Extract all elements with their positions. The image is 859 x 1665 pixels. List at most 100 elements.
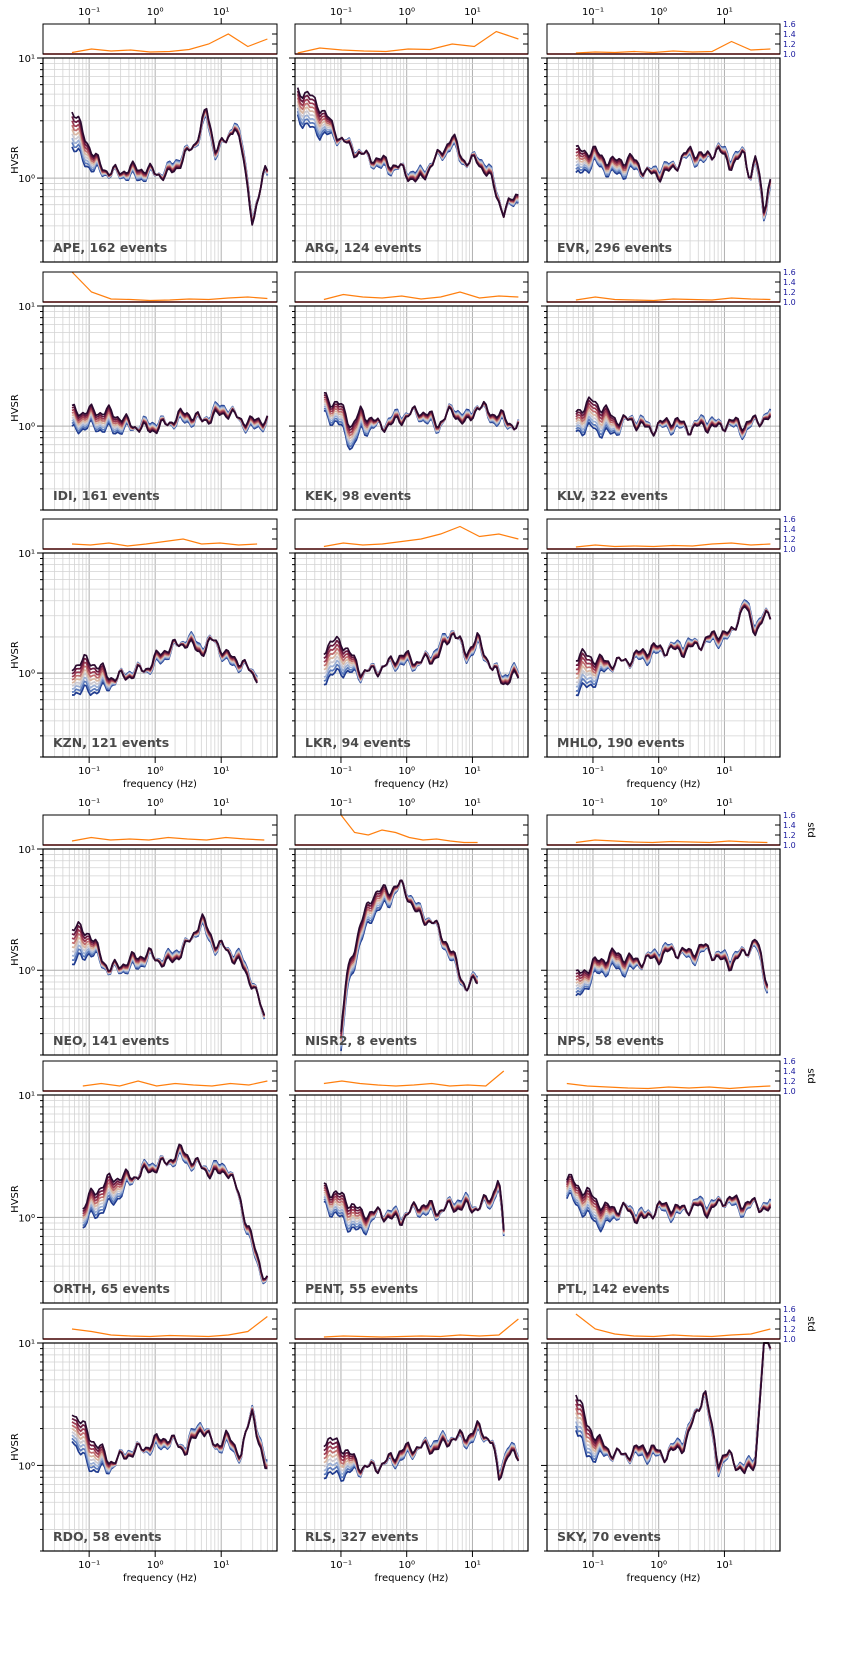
x-tick-label: 10¹ <box>464 1560 481 1571</box>
panel-nps: 1.61.41.21.0 std NPS, 58 events 10⁻¹ 10⁰ 10¹ <box>541 798 816 1056</box>
station-label: KZN, 121 events <box>53 735 169 750</box>
y-tick-label: 10¹ <box>18 54 35 65</box>
std-frame <box>42 271 278 303</box>
hvsr-curve <box>575 145 772 216</box>
main-frame <box>294 1342 529 1552</box>
x-tick-label: 10⁰ <box>147 766 164 777</box>
hvsr-curve <box>82 1143 269 1280</box>
x-tick-label: 10⁰ <box>147 1560 164 1571</box>
std-subplot <box>42 518 278 550</box>
std-line <box>71 538 258 547</box>
y-tick-label: 10⁰ <box>18 174 35 185</box>
hvsr-curve <box>575 605 772 670</box>
y-axis-label: HVSR <box>10 938 21 966</box>
std-line <box>575 40 771 54</box>
x-tick-label: 10¹ <box>464 766 481 777</box>
std-line <box>566 1082 771 1090</box>
std-line <box>575 839 768 844</box>
main-frame <box>42 1342 278 1552</box>
station-label: KEK, 98 events <box>305 488 411 503</box>
main-frame <box>546 57 781 263</box>
std-subplot <box>294 1060 529 1092</box>
std-tick-label: 1.2 <box>783 1325 796 1334</box>
station-label: APE, 162 events <box>53 240 167 255</box>
x-axis-label: frequency (Hz) <box>123 1573 197 1584</box>
std-line <box>575 296 771 302</box>
station-label: NEO, 141 events <box>53 1033 169 1048</box>
main-frame <box>294 848 529 1056</box>
x-axis-label: frequency (Hz) <box>123 779 197 790</box>
x-tick-label: 10¹ <box>716 766 733 777</box>
x-tick-label: 10⁻¹ <box>582 1560 604 1571</box>
std-frame <box>546 1060 781 1092</box>
x-tick-label: 10⁻¹ <box>582 766 604 777</box>
std-line <box>82 1080 268 1087</box>
x-axis-label: frequency (Hz) <box>375 1573 449 1584</box>
x-tick-label: 10⁰ <box>398 1560 415 1571</box>
station-label: MHLO, 190 events <box>557 735 685 750</box>
std-tick-label: 1.0 <box>783 841 796 850</box>
main-frame <box>546 305 781 511</box>
x-tick-label: 10¹ <box>464 798 481 809</box>
x-tick-label: 10⁻¹ <box>78 798 100 809</box>
main-frame <box>294 57 529 263</box>
main-frame <box>546 1342 781 1552</box>
station-label: ORTH, 65 events <box>53 1281 170 1296</box>
hvsr-curve <box>575 145 772 215</box>
std-tick-label: 1.6 <box>783 1057 796 1066</box>
std-subplot <box>294 23 529 55</box>
hvsr-curve <box>71 913 266 1016</box>
station-label: NPS, 58 events <box>557 1033 664 1048</box>
hvsr-curve <box>323 1179 505 1230</box>
x-tick-label: 10⁰ <box>147 7 164 18</box>
std-tick-label: 1.0 <box>783 298 796 307</box>
std-frame <box>546 23 781 55</box>
station-label: IDI, 161 events <box>53 488 160 503</box>
std-tick-label: 1.0 <box>783 1335 796 1344</box>
x-tick-label: 10¹ <box>213 798 230 809</box>
std-frame <box>546 518 781 550</box>
std-frame <box>42 1060 278 1092</box>
y-tick-label: 10⁰ <box>18 1213 35 1224</box>
panel-rls: RLS, 327 events 10⁻¹ 10⁰ 10¹ frequency (Hz) <box>289 1308 529 1584</box>
std-tick-label: 1.6 <box>783 268 796 277</box>
x-tick-label: 10¹ <box>213 7 230 18</box>
x-tick-label: 10⁻¹ <box>330 766 352 777</box>
std-subplot: 1.61.41.21.0 <box>546 515 796 554</box>
station-label: EVR, 296 events <box>557 240 672 255</box>
std-frame <box>294 1060 529 1092</box>
panel-ptl: 1.61.41.21.0 std PTL, 142 events <box>541 1057 816 1304</box>
std-tick-label: 1.2 <box>783 831 796 840</box>
main-frame <box>42 57 278 263</box>
std-tick-label: 1.6 <box>783 811 796 820</box>
y-axis-label: HVSR <box>10 1433 21 1461</box>
panel-evr: 1.61.41.21.0 EVR, 296 events 10⁻¹ 10⁰ 10¹ <box>541 7 796 263</box>
panel-lkr: LKR, 94 events 10⁻¹ 10⁰ 10¹ frequency (Hz) <box>289 518 529 790</box>
std-line <box>297 30 519 54</box>
main-frame <box>294 552 529 758</box>
x-tick-label: 10⁰ <box>147 798 164 809</box>
station-label: PTL, 142 events <box>557 1281 670 1296</box>
std-tick-label: 1.2 <box>783 1077 796 1086</box>
x-tick-label: 10⁻¹ <box>330 798 352 809</box>
std-tick-label: 1.6 <box>783 1305 796 1314</box>
hvsr-subplot: NPS, 58 events 10⁻¹ 10⁰ 10¹ <box>541 798 781 1056</box>
std-line <box>323 1318 519 1338</box>
std-frame <box>546 814 781 846</box>
std-subplot <box>42 1060 278 1092</box>
station-label: LKR, 94 events <box>305 735 411 750</box>
y-tick-label: 10¹ <box>18 1339 35 1350</box>
station-label: RDO, 58 events <box>53 1529 162 1544</box>
std-tick-label: 1.4 <box>783 30 796 39</box>
x-tick-label: 10⁻¹ <box>582 7 604 18</box>
y-axis-label: HVSR <box>10 394 21 422</box>
std-subplot: 1.61.41.21.0 std <box>546 1305 816 1344</box>
std-subplot <box>42 23 278 55</box>
x-tick-label: 10¹ <box>213 766 230 777</box>
panel-kek: KEK, 98 events <box>289 271 529 511</box>
std-subplot: 1.61.41.21.0 <box>546 20 796 59</box>
std-line <box>323 525 519 548</box>
